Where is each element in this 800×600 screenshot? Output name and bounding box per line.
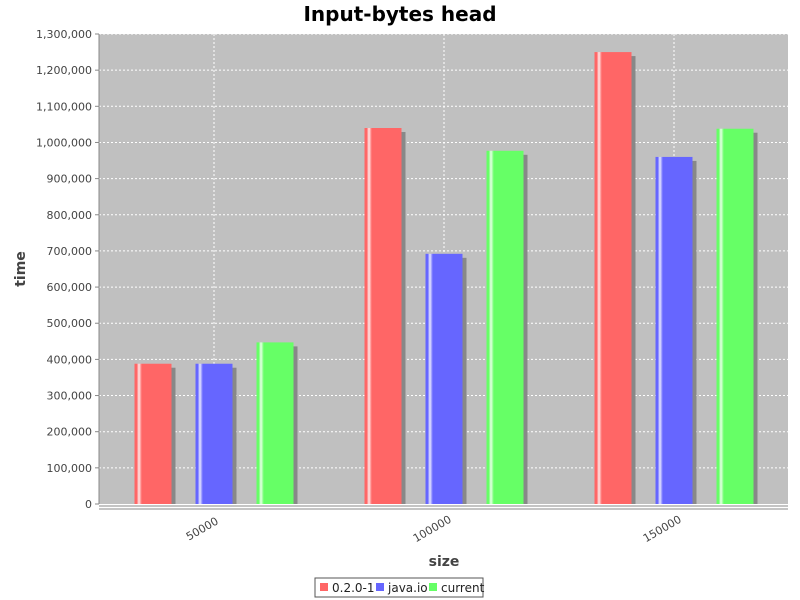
y-tick-label: 200,000 [47,426,93,439]
y-tick-label: 100,000 [47,462,93,475]
y-axis: 0 100,000 200,000 300,000 400,000 500,000 600,… [36,28,100,511]
bar [134,363,172,504]
y-tick-label: 600,000 [47,281,93,294]
y-tick-label: 1,200,000 [36,64,92,77]
bar [364,128,402,504]
bar [486,150,524,504]
x-tick-label: 150000 [641,513,684,545]
x-axis-label: size [429,554,460,570]
y-tick-label: 400,000 [47,353,93,366]
bar [655,156,693,504]
bar [425,253,463,504]
legend-swatch [376,583,384,591]
y-tick-label: 1,000,000 [36,136,92,149]
y-axis-label: time [13,251,29,287]
legend-swatch [320,583,328,591]
y-tick-label: 1,100,000 [36,100,92,113]
bar [716,128,754,504]
y-tick-label: 1,300,000 [36,28,92,41]
y-tick-label: 900,000 [47,173,93,186]
legend-label: java.io [387,581,428,595]
legend-label: current [441,581,485,595]
legend-swatch [429,583,437,591]
bar [256,342,294,504]
legend-box [314,577,484,598]
y-tick-label: 0 [85,498,92,511]
legend-label: 0.2.0-1 [332,581,375,595]
x-tick-label: 50000 [184,515,221,544]
bar [594,52,632,504]
y-tick-label: 300,000 [47,390,93,403]
legend: 0.2.0-1 java.io current [314,577,485,598]
bars [134,52,758,504]
x-tick-label: 100000 [411,513,454,545]
y-tick-label: 800,000 [47,209,93,222]
chart-title: Input-bytes head [303,2,496,26]
bar [195,363,233,504]
x-axis: 50000 100000 150000 [99,505,788,545]
y-tick-label: 700,000 [47,245,93,258]
y-tick-label: 500,000 [47,317,93,330]
